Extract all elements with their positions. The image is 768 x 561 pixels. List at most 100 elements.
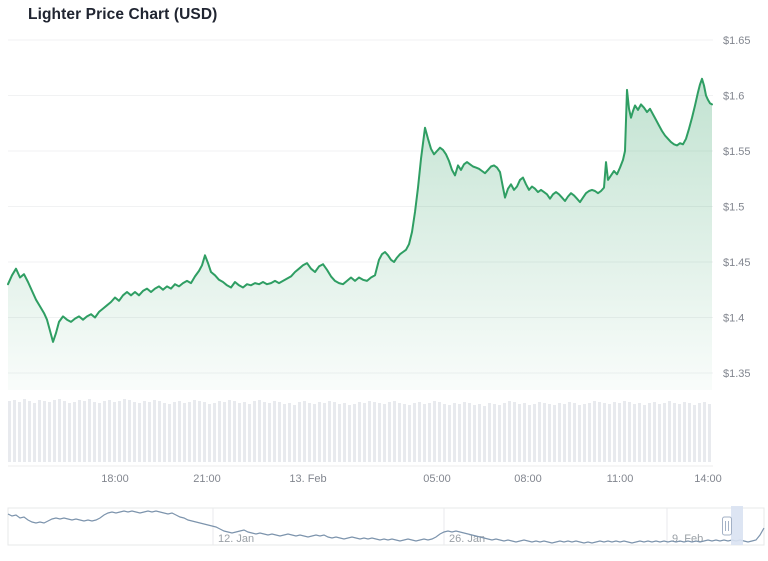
volume-bar [53,400,56,462]
volume-bar [368,401,371,462]
navigator-handle-grip[interactable] [722,516,732,536]
volume-bar [443,404,446,462]
price-area [8,78,712,391]
volume-bar [88,399,91,462]
navigator: 12. Jan 26. Jan 9. Feb [7,506,765,546]
volume-bar [93,402,96,462]
volume-bar [158,401,161,462]
volume-bar [613,402,616,462]
chart-plot-area[interactable] [8,28,713,464]
volume-bar [583,404,586,462]
volume-bar [378,403,381,462]
y-axis-label: $1.65 [723,35,751,47]
volume-bar [608,404,611,462]
navigator-track[interactable] [7,507,765,546]
volume-bar [708,404,711,462]
x-axis-label: 05:00 [423,473,451,485]
volume-bar [228,400,231,462]
volume-bar [393,401,396,462]
volume-bar [113,402,116,462]
y-axis-labels: $1.65 $1.6 $1.55 $1.5 $1.45 $1.4 $1.35 [723,35,751,380]
volume-bar [78,400,81,462]
volume-bar [173,402,176,462]
volume-bar [678,404,681,462]
volume-bar [73,402,76,462]
volume-bar [388,402,391,462]
volume-bar [223,402,226,462]
volume-bars [8,399,711,462]
y-axis-label: $1.5 [723,202,744,214]
volume-bar [118,401,121,462]
volume-bar [203,402,206,462]
volume-bar [183,403,186,462]
volume-bar [683,402,686,462]
volume-bar [668,401,671,462]
volume-bar [463,402,466,462]
volume-bar [453,403,456,462]
y-axis-label: $1.45 [723,257,751,269]
volume-bar [83,401,86,462]
volume-bar [168,404,171,462]
volume-bar [693,405,696,462]
volume-bar [273,401,276,462]
volume-bar [48,402,51,462]
volume-bar [458,404,461,462]
volume-bar [148,402,151,462]
navigator-date-label: 9. Feb [672,533,703,545]
volume-bar [238,403,241,462]
volume-bar [563,404,566,462]
volume-bar [328,401,331,462]
volume-bar [503,403,506,462]
volume-bar [353,404,356,462]
volume-bar [18,402,21,462]
volume-bar [508,401,511,462]
volume-bar [473,405,476,462]
x-axis-label: 13. Feb [289,473,326,485]
volume-bar [428,403,431,462]
volume-bar [483,406,486,462]
volume-bar [348,405,351,462]
volume-bar [133,402,136,462]
volume-bar [633,404,636,462]
volume-bar [33,403,36,462]
volume-bar [318,402,321,462]
volume-bar [288,403,291,462]
chart-title: Lighter Price Chart (USD) [28,6,218,23]
y-axis-label: $1.55 [723,146,751,158]
volume-bar [188,402,191,462]
volume-bar [588,403,591,462]
navigator-date-label: 12. Jan [218,533,254,545]
price-line [7,77,713,343]
volume-bar [8,401,11,462]
volume-bar [208,404,211,462]
y-axis-label: $1.4 [723,313,744,325]
volume-bar [498,405,501,462]
volume-bar [248,404,251,462]
x-axis-labels: 18:00 21:00 13. Feb 05:00 08:00 11:00 14:00 [101,473,722,485]
volume-bar [518,404,521,462]
x-axis-label: 14:00 [694,473,722,485]
volume-bar [13,400,16,462]
volume-bar [123,399,126,462]
volume-bar [108,400,111,462]
navigator-handle[interactable] [722,516,732,536]
volume-bar [263,402,266,462]
volume-bar [358,402,361,462]
volume-bar [293,405,296,462]
volume-bar [568,402,571,462]
volume-bar [103,401,106,462]
volume-bar [533,404,536,462]
volume-bar [663,403,666,462]
navigator-selection[interactable] [731,506,743,545]
volume-bar [478,404,481,462]
volume-bar [38,400,41,462]
volume-bar [403,404,406,462]
volume-bar [128,400,131,462]
volume-bar [448,405,451,462]
y-axis-label: $1.6 [723,91,744,103]
volume-bar [373,402,376,462]
volume-bar [418,402,421,462]
volume-bar [298,402,301,462]
x-axis-label: 21:00 [193,473,221,485]
volume-bar [603,403,606,462]
